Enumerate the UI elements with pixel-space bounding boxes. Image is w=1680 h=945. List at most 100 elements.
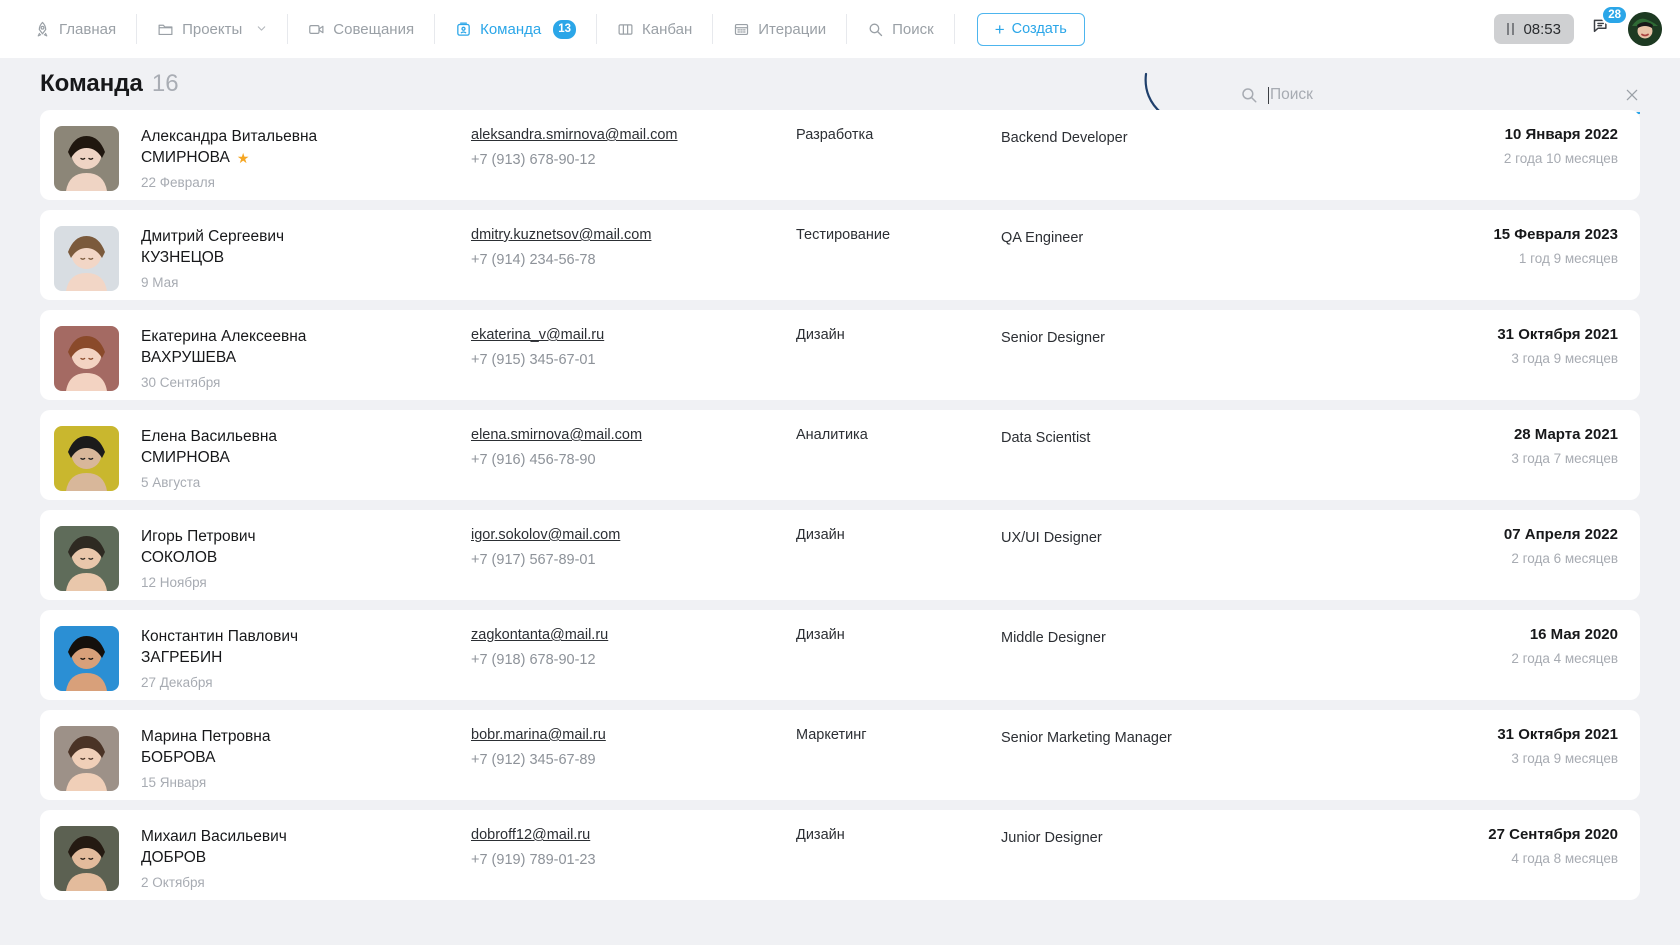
search-icon <box>1240 86 1258 104</box>
employee-hire-date: 16 Мая 2020 <box>1529 626 1618 643</box>
employee-name-column: Дмитрий Сергеевич КУЗНЕЦОВ 9 Мая <box>141 224 471 290</box>
employee-avatar <box>54 126 119 191</box>
nav-item-итерации[interactable]: Итерации <box>713 14 848 44</box>
employee-date-column: 15 Февраля 2023 1 год 9 месяцев <box>1493 224 1618 266</box>
employee-phone: +7 (913) 678-90-12 <box>471 152 596 168</box>
employee-tenure: 3 года 7 месяцев <box>1511 451 1618 466</box>
employee-first-name: Елена Васильевна <box>141 428 278 445</box>
chat-button[interactable]: 28 <box>1584 5 1628 46</box>
employee-role: Backend Developer <box>1001 130 1128 146</box>
nav-item-badge: 13 <box>553 19 577 39</box>
employee-role: Senior Marketing Manager <box>1001 730 1172 746</box>
search-input[interactable]: Поиск <box>1268 86 1614 104</box>
employee-email-link[interactable]: zagkontanta@mail.ru <box>471 627 609 643</box>
employee-hire-date: 07 Апреля 2022 <box>1503 526 1618 543</box>
employee-name-column: Михаил Васильевич ДОБРОВ 2 Октября <box>141 824 471 890</box>
employee-department: Маркетинг <box>796 727 867 743</box>
employee-email-link[interactable]: aleksandra.smirnova@mail.com <box>471 127 678 143</box>
employee-date-column: 16 Мая 2020 2 года 4 месяцев <box>1511 624 1618 666</box>
employee-phone: +7 (918) 678-90-12 <box>471 652 596 668</box>
employee-tenure: 2 года 4 месяцев <box>1511 651 1618 666</box>
create-button[interactable]: + Создать <box>976 12 1085 46</box>
folder-icon <box>157 21 174 38</box>
employee-first-name: Александра Витальевна <box>141 128 318 145</box>
employee-last-name: СОКОЛОВ <box>141 549 218 566</box>
employee-role: Junior Designer <box>1001 830 1103 846</box>
employee-birthday: 9 Мая <box>141 275 179 290</box>
employee-hire-date: 15 Февраля 2023 <box>1493 226 1618 243</box>
employee-department: Дизайн <box>796 527 845 543</box>
employee-first-name: Константин Павлович <box>141 628 299 645</box>
search-bar[interactable]: Поиск <box>1240 78 1640 114</box>
nav-item-label: Совещания <box>333 20 415 38</box>
star-icon: ★ <box>236 149 250 166</box>
nav-item-команда[interactable]: Команда 13 <box>435 14 598 44</box>
nav-item-канбан[interactable]: Канбан <box>597 14 714 44</box>
employee-email-link[interactable]: dobroff12@mail.ru <box>471 827 591 843</box>
employee-tenure: 2 года 10 месяцев <box>1503 151 1618 166</box>
employee-first-name: Игорь Петрович <box>141 528 256 545</box>
employee-tenure: 4 года 8 месяцев <box>1511 851 1618 866</box>
employee-card[interactable]: Константин Павлович ЗАГРЕБИН 27 Декабря zag… <box>40 610 1640 700</box>
employee-first-name: Марина Петровна <box>141 728 271 745</box>
employee-last-name-row: ДОБРОВ <box>141 847 471 868</box>
timer-widget[interactable]: 08:53 <box>1493 14 1574 44</box>
employee-first-name: Екатерина Алексеевна <box>141 328 307 345</box>
chevron-down-icon <box>256 21 267 38</box>
employee-avatar <box>54 326 119 391</box>
employee-contact-column: zagkontanta@mail.ru +7 (918) 678-90-12 <box>471 624 796 668</box>
employee-email-link[interactable]: elena.smirnova@mail.com <box>471 427 643 443</box>
employee-department: Разработка <box>796 127 874 143</box>
employee-contact-column: dobroff12@mail.ru +7 (919) 789-01-23 <box>471 824 796 868</box>
employee-name-column: Елена Васильевна СМИРНОВА 5 Августа <box>141 424 471 490</box>
employee-role: Middle Designer <box>1001 630 1106 646</box>
nav-item-проекты[interactable]: Проекты <box>137 14 289 44</box>
employee-phone: +7 (912) 345-67-89 <box>471 752 596 768</box>
nav-item-главная[interactable]: Главная <box>0 14 138 44</box>
user-avatar[interactable] <box>1628 12 1662 46</box>
employee-email-link[interactable]: bobr.marina@mail.ru <box>471 727 606 743</box>
employee-card[interactable]: Елена Васильевна СМИРНОВА 5 Августа elena.s… <box>40 410 1640 500</box>
employee-card[interactable]: Александра Витальевна СМИРНОВА ★ 22 Февраля… <box>40 110 1640 200</box>
employee-avatar <box>54 226 119 291</box>
employee-email-link[interactable]: ekaterina_v@mail.ru <box>471 327 605 343</box>
employee-avatar <box>54 726 119 791</box>
calendar-icon <box>733 21 750 38</box>
search-placeholder: Поиск <box>1270 86 1313 103</box>
nav-item-label: Канбан <box>642 20 693 38</box>
employee-birthday: 27 Декабря <box>141 675 213 690</box>
id-card-icon <box>455 21 472 38</box>
employee-name-column: Александра Витальевна СМИРНОВА ★ 22 Февраля <box>141 124 471 190</box>
clear-search-icon[interactable] <box>1624 87 1640 103</box>
employee-email-link[interactable]: dmitry.kuznetsov@mail.com <box>471 227 652 243</box>
employee-last-name: ЗАГРЕБИН <box>141 649 223 666</box>
employee-tenure: 2 года 6 месяцев <box>1511 551 1618 566</box>
nav-item-совещания[interactable]: Совещания <box>288 14 436 44</box>
employee-card[interactable]: Игорь Петрович СОКОЛОВ 12 Ноября igor.sokol… <box>40 510 1640 600</box>
employee-last-name-row: ЗАГРЕБИН <box>141 647 471 668</box>
employee-contact-column: aleksandra.smirnova@mail.com +7 (913) 678… <box>471 124 796 168</box>
employee-department: Дизайн <box>796 827 845 843</box>
employee-department: Дизайн <box>796 327 845 343</box>
employee-card[interactable]: Михаил Васильевич ДОБРОВ 2 Октября dobroff1… <box>40 810 1640 900</box>
employee-phone: +7 (919) 789-01-23 <box>471 852 596 868</box>
employee-role: Senior Designer <box>1001 330 1105 346</box>
employee-last-name-row: БОБРОВА <box>141 747 471 768</box>
kanban-columns-icon <box>617 21 634 38</box>
employee-email-link[interactable]: igor.sokolov@mail.com <box>471 527 621 543</box>
employee-birthday: 5 Августа <box>141 475 201 490</box>
employee-card[interactable]: Дмитрий Сергеевич КУЗНЕЦОВ 9 Мая dmitry.kuz… <box>40 210 1640 300</box>
employee-card[interactable]: Марина Петровна БОБРОВА 15 Января bobr.mari… <box>40 710 1640 800</box>
text-caret <box>1268 86 1269 104</box>
employee-avatar <box>54 426 119 491</box>
employee-date-column: 10 Января 2022 2 года 10 месяцев <box>1504 124 1618 166</box>
employee-date-column: 07 Апреля 2022 2 года 6 месяцев <box>1504 524 1618 566</box>
rocket-icon <box>34 21 51 38</box>
employee-name-column: Марина Петровна БОБРОВА 15 Января <box>141 724 471 790</box>
employee-card[interactable]: Екатерина Алексеевна ВАХРУШЕВА 30 Сентября… <box>40 310 1640 400</box>
nav-item-поиск[interactable]: Поиск <box>847 14 955 44</box>
employee-hire-date: 10 Января 2022 <box>1504 126 1618 143</box>
employee-hire-date: 31 Октября 2021 <box>1497 726 1618 743</box>
employee-contact-column: ekaterina_v@mail.ru +7 (915) 345-67-01 <box>471 324 796 368</box>
pause-icon <box>1506 23 1515 35</box>
